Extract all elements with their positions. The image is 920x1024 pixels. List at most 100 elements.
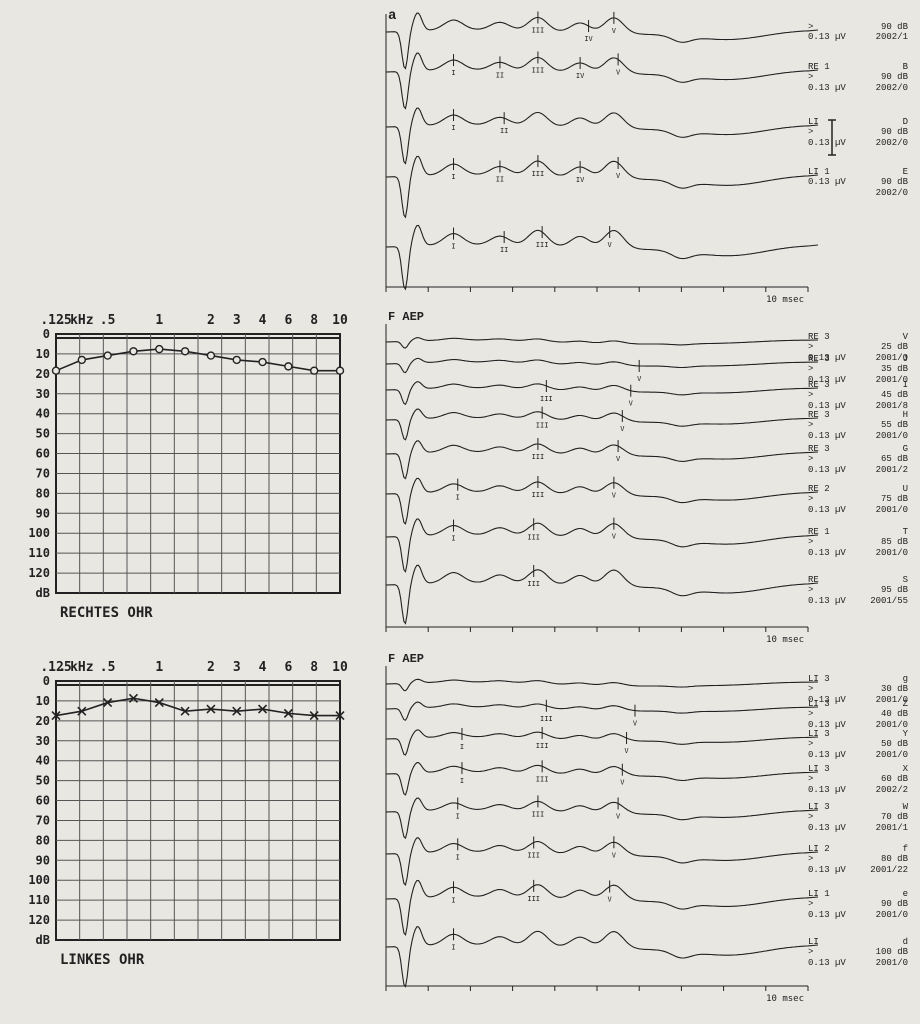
svg-text:110: 110: [28, 893, 50, 907]
svg-text:10: 10: [36, 347, 50, 361]
svg-text:4: 4: [259, 660, 267, 675]
svg-text:120: 120: [28, 913, 50, 927]
svg-text:0: 0: [43, 327, 50, 341]
svg-text:70: 70: [36, 813, 50, 827]
svg-text:4: 4: [259, 313, 267, 328]
svg-text:.5: .5: [100, 660, 116, 675]
svg-text:100: 100: [28, 526, 50, 540]
svg-text:1: 1: [155, 660, 163, 675]
svg-text:I: I: [451, 173, 455, 181]
svg-text:60: 60: [36, 794, 50, 808]
svg-text:100: 100: [28, 873, 50, 887]
svg-text:1: 1: [155, 313, 163, 328]
svg-text:6: 6: [284, 313, 292, 328]
svg-text:80: 80: [36, 486, 50, 500]
svg-text:III: III: [540, 395, 553, 403]
svg-text:V: V: [624, 747, 629, 755]
trace-meta: LI 3Y>50 dB0.13 µV2001/0: [808, 729, 908, 760]
trace-meta: LI 3X>60 dB0.13 µV2002/2: [808, 764, 908, 795]
svg-text:30: 30: [36, 387, 50, 401]
svg-text:.5: .5: [100, 313, 116, 328]
trace-meta: RE 3G>65 dB0.13 µV2001/2: [808, 444, 908, 475]
svg-text:10 msec: 10 msec: [766, 635, 804, 645]
svg-text:20: 20: [36, 367, 50, 381]
svg-text:10 msec: 10 msec: [766, 295, 804, 305]
svg-text:80: 80: [36, 833, 50, 847]
svg-text:I: I: [451, 69, 455, 77]
svg-text:III: III: [536, 422, 549, 430]
svg-text:V: V: [612, 492, 617, 500]
svg-text:20: 20: [36, 714, 50, 728]
svg-text:V: V: [612, 851, 617, 859]
svg-text:3: 3: [233, 660, 241, 675]
svg-text:3: 3: [233, 313, 241, 328]
svg-text:I: I: [451, 243, 455, 251]
svg-text:V: V: [612, 533, 617, 541]
svg-text:II: II: [500, 127, 508, 135]
svg-text:III: III: [527, 852, 540, 860]
svg-text:V: V: [637, 375, 642, 383]
svg-text:I: I: [460, 743, 464, 751]
svg-text:dB: dB: [36, 586, 50, 600]
svg-text:III: III: [532, 66, 545, 74]
trace-meta: LI 1E0.13 µV90 dB2002/0: [808, 167, 908, 198]
svg-text:kHz: kHz: [70, 660, 93, 675]
svg-text:10: 10: [36, 694, 50, 708]
svg-text:IV: IV: [584, 35, 593, 43]
svg-text:III: III: [532, 26, 545, 34]
trace-meta: RE 2U>75 dB0.13 µV2001/0: [808, 484, 908, 515]
svg-text:I: I: [460, 777, 464, 785]
svg-text:V: V: [608, 241, 613, 249]
trace-meta: RE 3H>55 dB0.13 µV2001/0: [808, 410, 908, 441]
aep-panel-top: 10 msecIIIIVVIIIIIIIVVIIIIIIIIIIVVIIIIII…: [378, 0, 912, 305]
svg-text:V: V: [616, 812, 621, 820]
svg-text:III: III: [532, 810, 545, 818]
svg-text:90: 90: [36, 853, 50, 867]
trace-meta: RE 3I>45 dB0.13 µV2001/8: [808, 380, 908, 411]
svg-text:70: 70: [36, 466, 50, 480]
svg-text:60: 60: [36, 447, 50, 461]
svg-text:I: I: [451, 124, 455, 132]
svg-text:10: 10: [332, 660, 348, 675]
trace-meta: LI 1e>90 dB0.13 µV2001/0: [808, 889, 908, 920]
trace-meta: RES>95 dB0.13 µV2001/55: [808, 575, 908, 606]
svg-text:I: I: [456, 494, 460, 502]
trace-meta: LI 2f>80 dB0.13 µV2001/22: [808, 844, 908, 875]
trace-meta: RE 1B>90 dB0.13 µV2002/0: [808, 62, 908, 93]
svg-text:V: V: [633, 720, 638, 728]
svg-text:II: II: [500, 246, 508, 254]
aep-panel-mid: 10 msecVIIIVIIIVIIIVIIIIVIIIIVIIIRE 3V>2…: [378, 310, 912, 645]
svg-text:I: I: [456, 813, 460, 821]
svg-text:10 msec: 10 msec: [766, 994, 804, 1004]
svg-text:II: II: [496, 176, 504, 184]
svg-text:V: V: [616, 68, 621, 76]
svg-text:6: 6: [284, 660, 292, 675]
svg-text:8: 8: [310, 660, 318, 675]
svg-text:III: III: [532, 170, 545, 178]
svg-text:V: V: [612, 27, 617, 35]
audiogram-left: ..125kHz.5123468100102030405060708090100…: [10, 655, 350, 970]
svg-text:50: 50: [36, 774, 50, 788]
trace-meta: RE 1T>85 dB0.13 µV2001/0: [808, 527, 908, 558]
svg-text:IV: IV: [576, 176, 585, 184]
svg-text:120: 120: [28, 566, 50, 580]
svg-text:90: 90: [36, 506, 50, 520]
svg-text:30: 30: [36, 734, 50, 748]
svg-text:I: I: [456, 853, 460, 861]
svg-text:I: I: [451, 896, 455, 904]
trace-meta: >90 dB0.13 µV2002/1: [808, 22, 908, 43]
svg-text:V: V: [608, 896, 613, 904]
svg-text:III: III: [532, 491, 545, 499]
svg-text:IV: IV: [576, 72, 585, 80]
trace-meta: LId>100 dB0.13 µV2001/0: [808, 937, 908, 968]
svg-text:110: 110: [28, 546, 50, 560]
svg-text:RECHTES OHR: RECHTES OHR: [60, 605, 153, 621]
svg-text:III: III: [527, 533, 540, 541]
svg-text:0: 0: [43, 674, 50, 688]
svg-text:.125: .125: [40, 313, 71, 328]
trace-meta: LI 3Z>40 dB0.13 µV2001/0: [808, 699, 908, 730]
svg-text:III: III: [527, 580, 540, 588]
svg-text:2: 2: [207, 313, 215, 328]
svg-text:V: V: [620, 779, 625, 787]
svg-text:III: III: [540, 715, 553, 723]
